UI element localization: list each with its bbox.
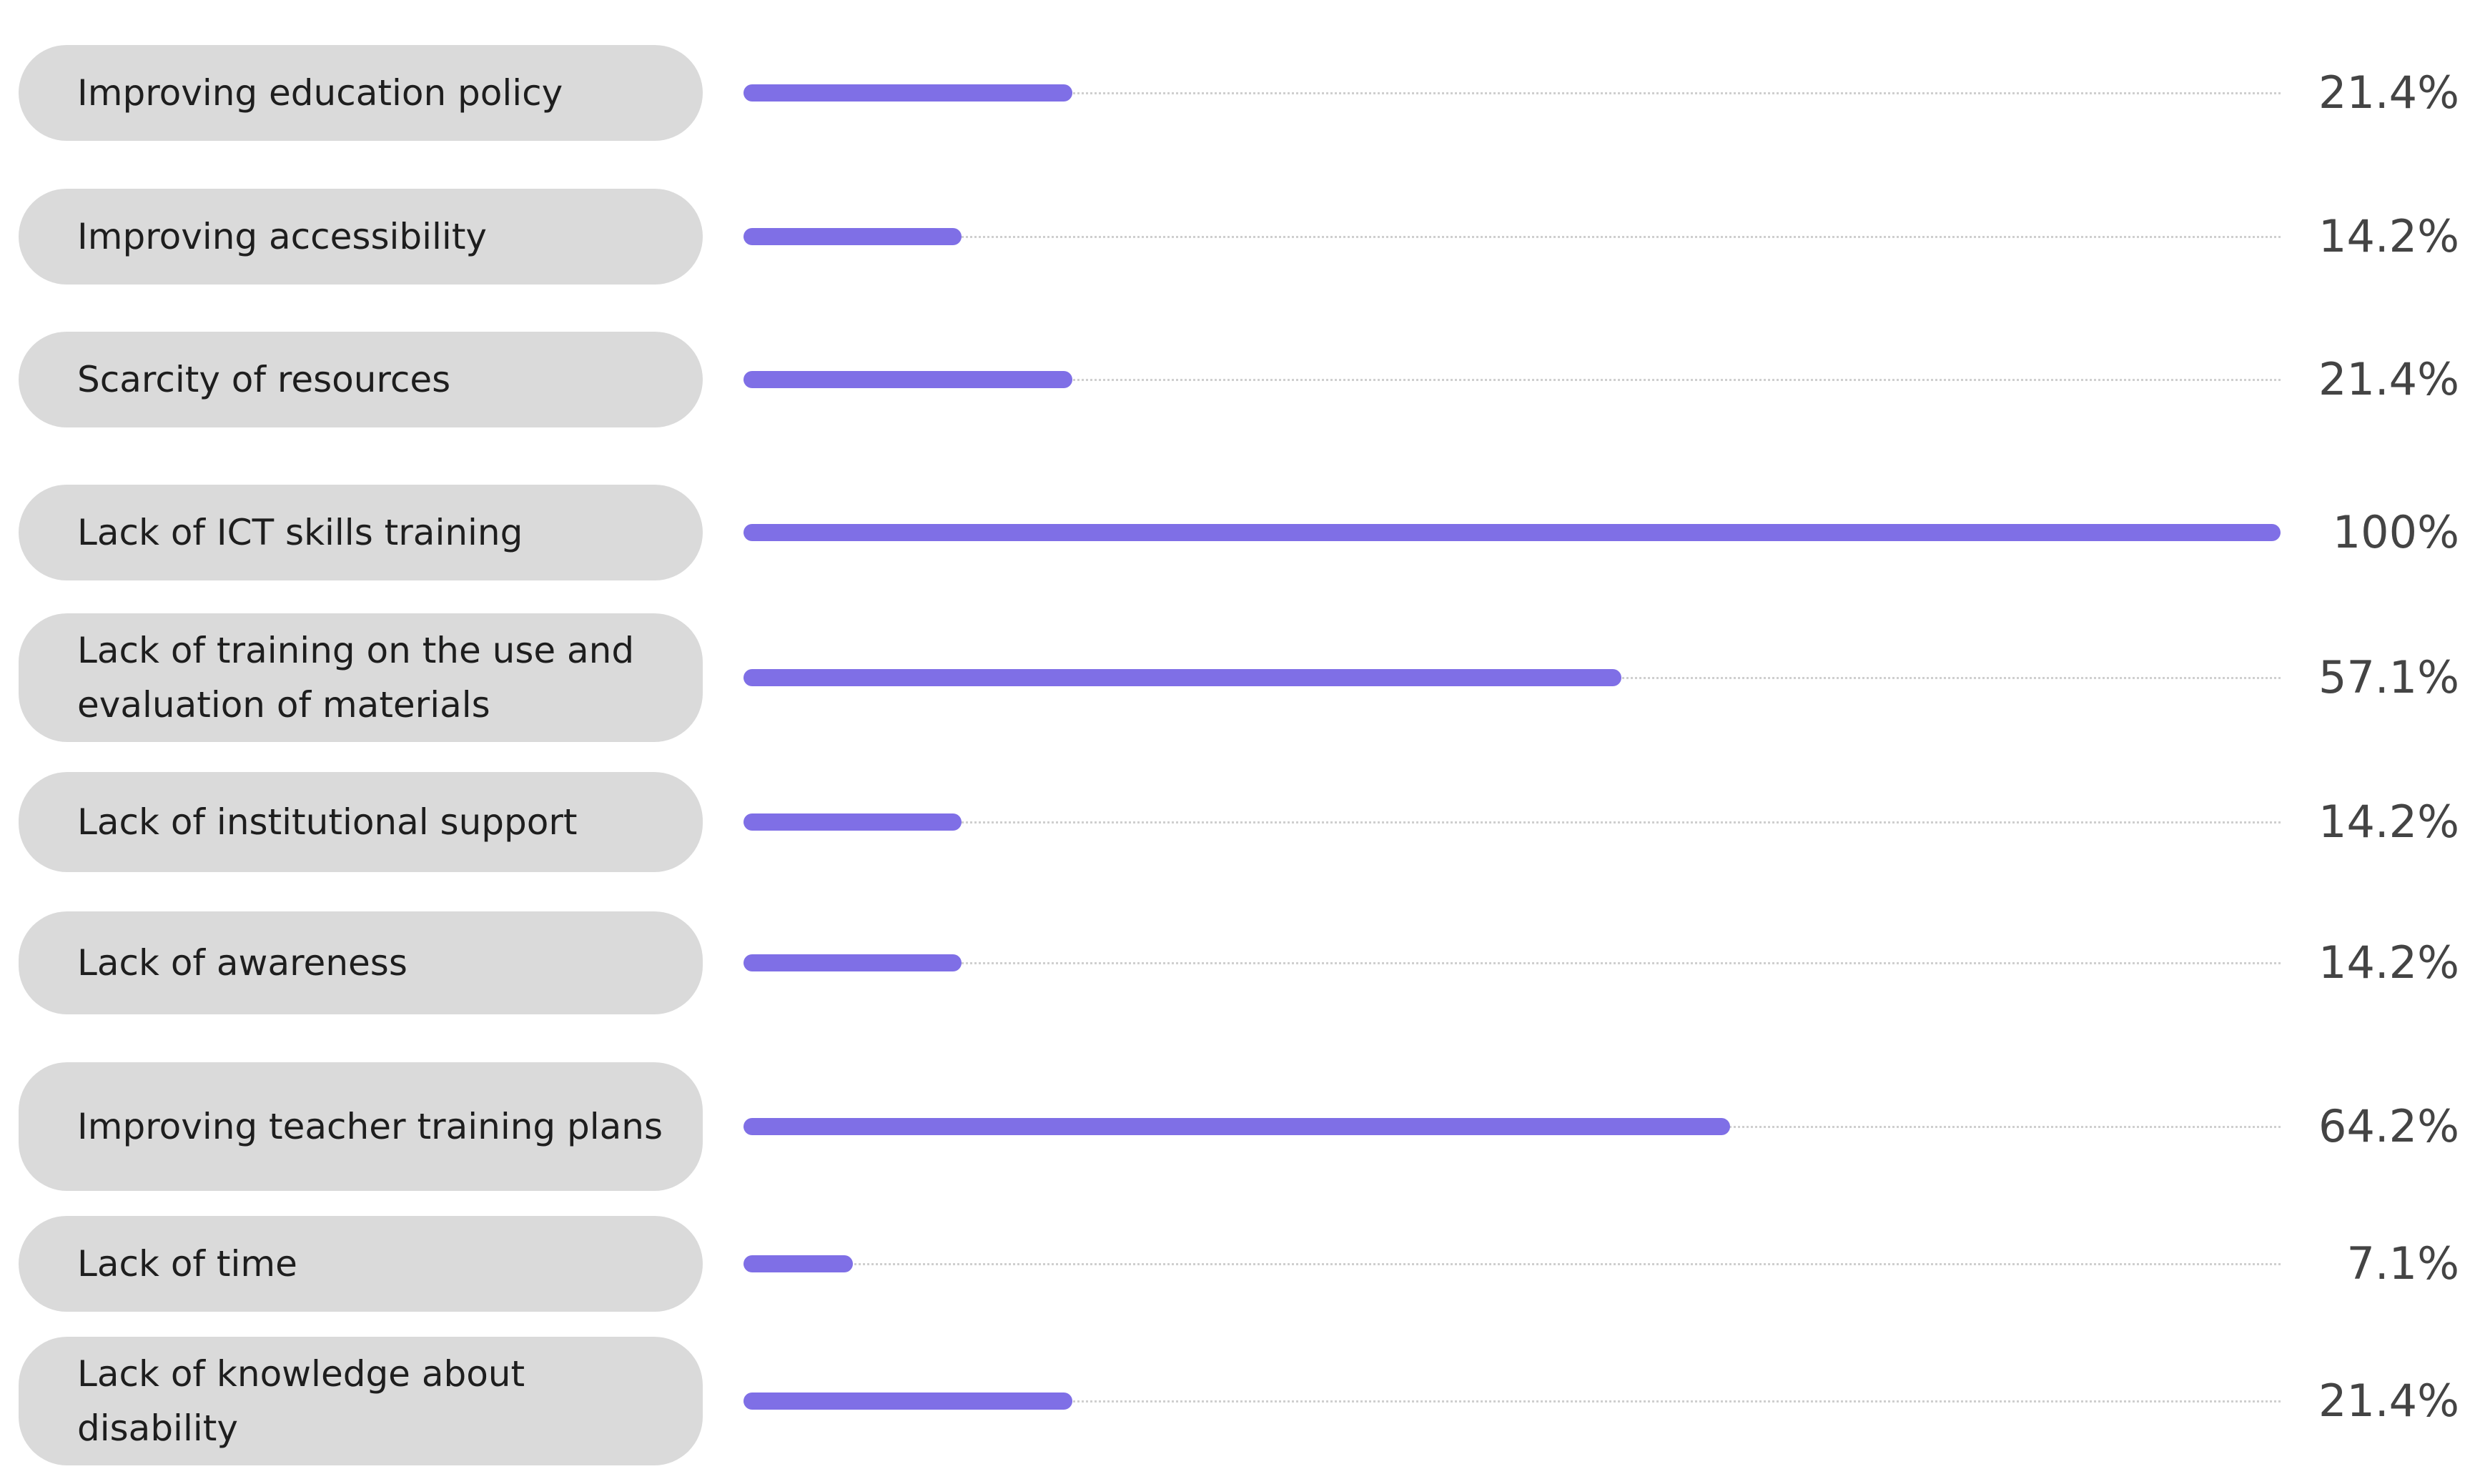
category-label: Improving education policy [77,72,563,114]
category-label-pill: Lack of ICT skills training [19,485,703,580]
bar-track [743,92,2281,94]
category-label: Scarcity of resources [77,359,451,400]
category-label: Lack of time [77,1243,297,1285]
category-label: Lack of institutional support [77,801,578,843]
bar [743,813,962,831]
bar-track [743,821,2281,823]
bar [743,669,1621,686]
value-label: 21.4% [2318,66,2459,119]
category-label-pill: Improving teacher training plans [19,1062,703,1191]
category-label-pill: Lack of awareness [19,911,703,1014]
bar [743,1118,1731,1135]
category-label-pill: Lack of time [19,1216,703,1312]
category-label: Lack of knowledge about disability [77,1353,525,1449]
category-label: Lack of awareness [77,942,407,984]
bar-track [743,236,2281,238]
value-label: 64.2% [2318,1100,2459,1152]
value-label: 21.4% [2318,353,2459,405]
category-label-pill: Lack of institutional support [19,772,703,872]
value-label: 14.2% [2318,210,2459,262]
bar [743,1393,1073,1410]
bar-track [743,1263,2281,1265]
category-label-pill: Lack of training on the use and evaluati… [19,613,703,742]
category-label-pill: Scarcity of resources [19,332,703,427]
category-label: Lack of training on the use and evaluati… [77,630,635,726]
bar-track [743,1400,2281,1403]
value-label: 21.4% [2318,1375,2459,1427]
value-label: 14.2% [2318,936,2459,989]
value-label: 7.1% [2346,1237,2459,1290]
value-label: 100% [2332,506,2459,558]
category-label: Improving teacher training plans [77,1106,663,1147]
bar [743,524,2281,541]
bar [743,371,1073,388]
value-label: 57.1% [2318,651,2459,703]
bar-track [743,962,2281,964]
bar [743,228,962,245]
value-label: 14.2% [2318,796,2459,848]
category-label-pill: Improving education policy [19,45,703,141]
bar [743,84,1073,102]
bar [743,954,962,971]
bar-track [743,379,2281,381]
category-label-pill: Lack of knowledge about disability [19,1337,703,1465]
category-label: Lack of ICT skills training [77,512,523,553]
category-label: Improving accessibility [77,216,488,257]
category-label-pill: Improving accessibility [19,189,703,285]
bar [743,1255,853,1272]
